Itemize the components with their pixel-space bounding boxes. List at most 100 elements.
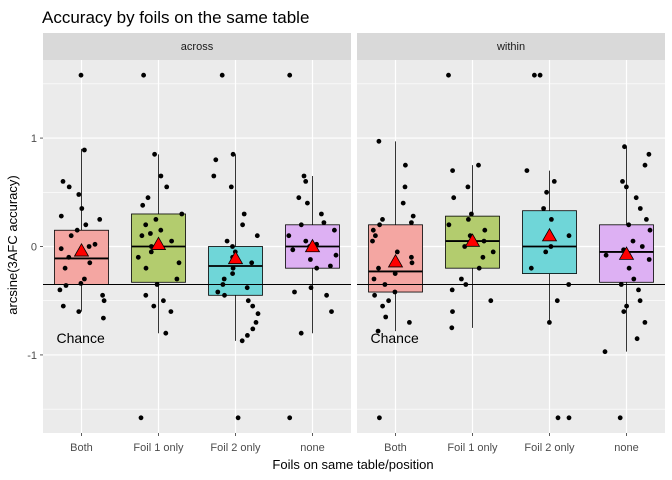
- box-iqr: [54, 229, 109, 285]
- data-point: [141, 72, 147, 78]
- data-point: [637, 206, 643, 211]
- data-point: [143, 265, 149, 271]
- data-point: [328, 263, 333, 269]
- data-point: [480, 254, 486, 260]
- data-point: [646, 257, 652, 262]
- data-point: [634, 336, 640, 342]
- data-point: [76, 192, 82, 197]
- data-point: [409, 220, 414, 226]
- data-point: [153, 217, 159, 222]
- data-point: [82, 147, 87, 153]
- data-point: [450, 309, 455, 314]
- data-point: [305, 200, 310, 206]
- strip-label: across: [181, 41, 214, 53]
- box-none: [599, 144, 654, 421]
- data-point: [451, 195, 457, 201]
- data-point: [603, 252, 609, 258]
- data-point: [151, 303, 157, 309]
- data-point: [465, 184, 471, 190]
- data-point: [239, 338, 245, 344]
- data-point: [482, 227, 488, 233]
- data-point: [459, 276, 464, 282]
- y-axis-title: arcsine(3AFC accuracy): [5, 175, 20, 314]
- data-point: [63, 283, 69, 288]
- data-point: [332, 227, 337, 233]
- data-point: [235, 415, 241, 421]
- mean-marker: [387, 253, 404, 268]
- data-point: [140, 202, 146, 208]
- data-point: [143, 292, 149, 298]
- mean-marker: [227, 250, 244, 265]
- data-point: [101, 315, 106, 321]
- data-point: [79, 206, 85, 211]
- data-point: [301, 173, 307, 179]
- data-point: [161, 298, 166, 304]
- data-point: [76, 309, 82, 314]
- data-point: [68, 233, 74, 239]
- x-tick-label: Both: [70, 442, 93, 454]
- data-point: [250, 326, 256, 332]
- y-tick-label: -1: [27, 350, 37, 362]
- data-point: [376, 138, 382, 144]
- x-axis-title: Foils on same table/position: [272, 457, 433, 472]
- data-point: [66, 184, 72, 190]
- data-point: [158, 173, 164, 179]
- data-point: [230, 271, 236, 276]
- data-point: [254, 233, 260, 239]
- data-point: [176, 260, 182, 266]
- data-point: [287, 415, 293, 421]
- data-point: [148, 249, 154, 255]
- data-point: [376, 265, 381, 271]
- box-both: [368, 138, 423, 421]
- data-point: [292, 289, 297, 295]
- data-point: [87, 260, 93, 266]
- data-point: [221, 276, 227, 282]
- data-point: [230, 244, 235, 249]
- data-point: [392, 289, 398, 295]
- data-point: [644, 217, 649, 222]
- data-point: [60, 179, 66, 184]
- data-point: [219, 72, 225, 78]
- data-point: [213, 157, 219, 163]
- data-point: [224, 238, 230, 244]
- data-point: [58, 213, 64, 219]
- data-point: [554, 298, 560, 304]
- data-point: [370, 227, 376, 233]
- data-point: [409, 254, 414, 260]
- data-point: [101, 298, 107, 304]
- data-point: [541, 206, 546, 211]
- data-point: [402, 184, 408, 190]
- data-point: [286, 233, 292, 239]
- data-point: [549, 217, 554, 222]
- data-point: [158, 227, 164, 233]
- data-point: [466, 217, 471, 222]
- data-point: [86, 244, 92, 249]
- strip-label: within: [496, 41, 525, 53]
- data-point: [321, 220, 327, 226]
- box-foil-1-only: [131, 72, 186, 421]
- data-point: [639, 244, 645, 249]
- data-point: [548, 244, 554, 249]
- data-point: [66, 254, 72, 260]
- data-point: [537, 72, 543, 78]
- data-point: [621, 309, 627, 314]
- data-point: [446, 72, 451, 78]
- data-point: [82, 276, 87, 282]
- data-point: [222, 292, 227, 298]
- data-point: [622, 144, 627, 150]
- data-point: [373, 233, 378, 239]
- data-point: [329, 309, 334, 314]
- data-point: [139, 233, 145, 239]
- data-point: [250, 303, 256, 309]
- data-point: [100, 292, 105, 298]
- data-point: [174, 276, 180, 282]
- data-point: [377, 222, 382, 228]
- data-point: [544, 189, 549, 195]
- data-point: [400, 200, 406, 206]
- data-point: [314, 265, 320, 271]
- data-point: [230, 265, 236, 271]
- data-point: [145, 195, 151, 201]
- mean-marker: [464, 233, 481, 247]
- facet-panels: across Chance Both Foil 1 only Foil 2 only no…: [43, 33, 665, 454]
- data-point: [152, 151, 158, 157]
